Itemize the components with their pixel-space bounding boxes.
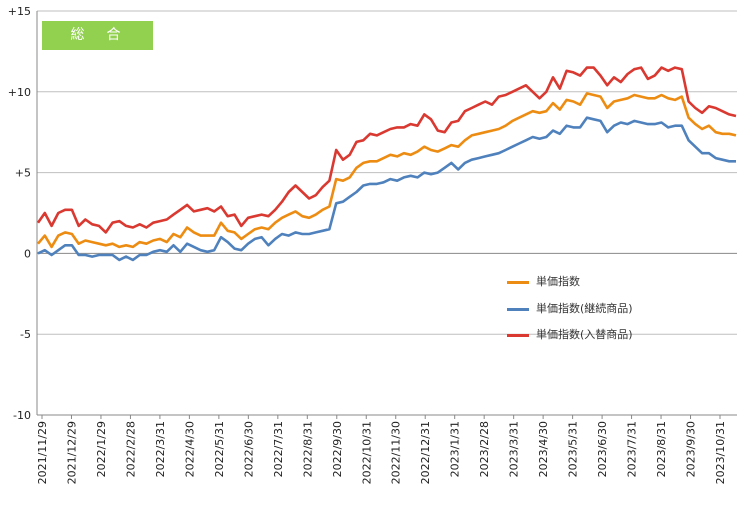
chart-title-badge: 総 合: [42, 21, 153, 50]
x-tick-label: 2021/11/29: [36, 421, 49, 484]
x-tick-label: 2022/9/30: [331, 421, 344, 477]
legend-item-unit-price: 単価指数: [507, 273, 580, 289]
x-tick-label: 2022/12/31: [419, 421, 432, 484]
x-tick-label: 2022/4/30: [183, 421, 196, 477]
y-tick-label: +15: [8, 5, 31, 18]
series-line: [37, 92, 737, 249]
legend-item-continuing: 単価指数(継続商品): [507, 300, 633, 316]
x-tick-label: 2023/6/30: [596, 421, 609, 477]
x-tick-label: 2023/8/31: [655, 421, 668, 477]
x-tick-label: 2023/2/28: [478, 421, 491, 477]
legend-label: 単価指数(継続商品): [536, 302, 633, 315]
x-tick-label: 2022/7/31: [272, 421, 285, 477]
x-tick-label: 2023/5/31: [567, 421, 580, 477]
series-line: [36, 66, 737, 234]
x-tick-label: 2023/9/30: [685, 421, 698, 477]
x-tick-label: 2023/3/31: [508, 421, 521, 477]
x-tick-label: 2022/10/31: [360, 421, 373, 484]
x-tick-label: 2022/11/30: [390, 421, 403, 484]
legend-item-replacement: 単価指数(入替商品): [507, 326, 633, 342]
x-tick-label: 2023/10/31: [714, 421, 727, 484]
x-tick-label: 2022/2/28: [124, 421, 137, 477]
legend-swatch: [507, 280, 529, 284]
x-tick-label: 2022/3/31: [154, 421, 167, 477]
legend-label: 単価指数(入替商品): [536, 328, 633, 341]
x-tick-label: 2022/6/30: [242, 421, 255, 477]
x-tick-label: 2022/8/31: [301, 421, 314, 477]
series-lines: [36, 66, 737, 262]
legend-swatch: [507, 307, 529, 311]
legend-label: 単価指数: [536, 275, 580, 288]
x-tick-label: 2023/7/31: [626, 421, 639, 477]
legend-swatch: [507, 333, 529, 337]
series-line: [37, 116, 736, 262]
y-tick-label: +10: [8, 86, 31, 99]
y-tick-label: +5: [15, 167, 31, 180]
x-tick-label: 2021/12/29: [65, 421, 78, 484]
axes: +15 +10 +5 0 -5 -10 2021/11/29 2021/12/29 2022/1…: [8, 5, 737, 484]
x-tick-label: 2023/1/31: [449, 421, 462, 477]
x-tick-label: 2022/5/31: [213, 421, 226, 477]
y-tick-label: -10: [13, 409, 31, 422]
x-tick-label: 2023/4/30: [537, 421, 550, 477]
y-tick-label: 0: [24, 247, 31, 260]
y-tick-label: -5: [20, 328, 31, 341]
x-tick-label: 2022/1/29: [95, 421, 108, 477]
